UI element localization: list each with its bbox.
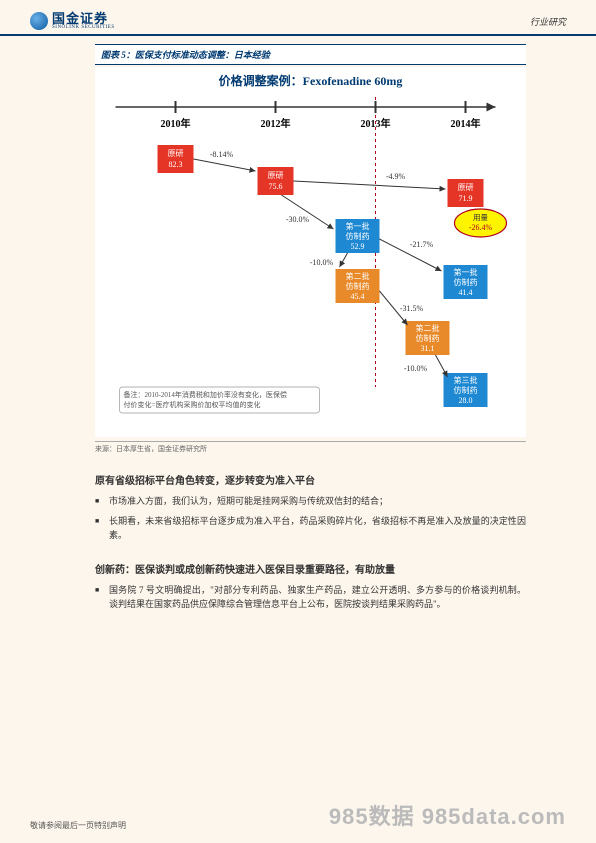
svg-text:-8.14%: -8.14%	[210, 150, 234, 159]
svg-text:仿制药: 仿制药	[346, 231, 370, 241]
page-footer: 敬请参阅最后一页特别声明 985数据 985data.com	[0, 799, 596, 831]
svg-text:第三批: 第三批	[454, 375, 478, 385]
svg-text:41.4: 41.4	[459, 288, 473, 297]
figure-source: 来源：日本厚生省，国金证券研究所	[95, 441, 526, 454]
section-2: 创新药：医保谈判或成创新药快速进入医保目录重要路径，有助放量 国务院 7 号文明…	[95, 561, 526, 612]
svg-text:-30.0%: -30.0%	[286, 215, 310, 224]
svg-text:原研: 原研	[268, 171, 284, 180]
svg-text:原研: 原研	[168, 149, 184, 158]
svg-text:第一批: 第一批	[346, 221, 370, 231]
svg-text:付价变化=医疗机构采购价加权平均值的变化: 付价变化=医疗机构采购价加权平均值的变化	[124, 400, 261, 409]
svg-text:用量: 用量	[473, 213, 488, 222]
content: 图表 5：医保支付标准动态调整：日本经验 价格调整案例：Fexofenadine…	[0, 36, 596, 612]
svg-text:45.4: 45.4	[351, 292, 365, 301]
svg-text:第二批: 第二批	[346, 271, 370, 281]
logo-icon	[30, 12, 48, 30]
section-1-bullet-2: 长期看，未来省级招标平台逐步成为准入平台，药品采购碎片化，省级招标不再是准入及放…	[109, 515, 526, 543]
edge-e2	[294, 181, 446, 189]
logo: 国金证券 SINOLINK SECURITIES	[30, 12, 115, 30]
edge-e1	[194, 159, 256, 171]
svg-text:82.3: 82.3	[169, 160, 183, 169]
header-category: 行业研究	[530, 15, 566, 28]
svg-text:仿制药: 仿制药	[454, 385, 478, 395]
svg-text:28.0: 28.0	[459, 396, 473, 405]
section-1-head: 原有省级招标平台角色转变，逐步转变为准入平台	[95, 472, 526, 487]
footer-disclaimer: 敬请参阅最后一页特别声明	[30, 820, 126, 831]
svg-text:备注：2010-2014年消费税和加价率没有变化，医保偿: 备注：2010-2014年消费税和加价率没有变化，医保偿	[124, 390, 287, 399]
edge-e7	[436, 355, 448, 377]
chart-flowchart: 价格调整案例：Fexofenadine 60mg 2010年 2012年 201…	[95, 67, 526, 437]
svg-text:-10.0%: -10.0%	[310, 258, 334, 267]
svg-text:-31.5%: -31.5%	[400, 304, 424, 313]
chart-title: 价格调整案例：Fexofenadine 60mg	[219, 73, 403, 88]
logo-cn: 国金证券	[52, 12, 115, 25]
page-header: 国金证券 SINOLINK SECURITIES 行业研究	[0, 0, 596, 36]
logo-en: SINOLINK SECURITIES	[52, 25, 115, 30]
svg-text:第一批: 第一批	[454, 267, 478, 277]
year-2014: 2014年	[451, 117, 481, 130]
svg-text:75.6: 75.6	[269, 182, 283, 191]
svg-text:仿制药: 仿制药	[454, 277, 478, 287]
figure-title: 图表 5：医保支付标准动态调整：日本经验	[95, 44, 526, 65]
year-2013: 2013年	[361, 117, 391, 130]
svg-text:仿制药: 仿制药	[346, 281, 370, 291]
section-2-head: 创新药：医保谈判或成创新药快速进入医保目录重要路径，有助放量	[95, 561, 526, 576]
svg-text:31.1: 31.1	[421, 344, 435, 353]
svg-text:-26.4%: -26.4%	[469, 223, 493, 232]
svg-text:52.9: 52.9	[351, 242, 365, 251]
footer-watermark: 985数据 985data.com	[329, 799, 566, 831]
year-2012: 2012年	[261, 117, 291, 130]
svg-text:-4.9%: -4.9%	[386, 172, 406, 181]
svg-text:第二批: 第二批	[416, 323, 440, 333]
section-1-bullet-1: 市场准入方面，我们认为，短期可能是挂网采购与传统双信封的结合；	[109, 495, 526, 509]
svg-text:仿制药: 仿制药	[416, 333, 440, 343]
svg-text:-21.7%: -21.7%	[410, 240, 434, 249]
svg-text:原研: 原研	[458, 183, 474, 192]
svg-text:-10.0%: -10.0%	[404, 364, 428, 373]
svg-text:71.9: 71.9	[459, 194, 473, 203]
section-1: 原有省级招标平台角色转变，逐步转变为准入平台 市场准入方面，我们认为，短期可能是…	[95, 472, 526, 543]
year-2010: 2010年	[161, 117, 191, 130]
section-2-bullet-1: 国务院 7 号文明确提出，"对部分专利药品、独家生产药品，建立公开透明、多方参与…	[109, 584, 526, 612]
edge-e4	[340, 253, 348, 267]
